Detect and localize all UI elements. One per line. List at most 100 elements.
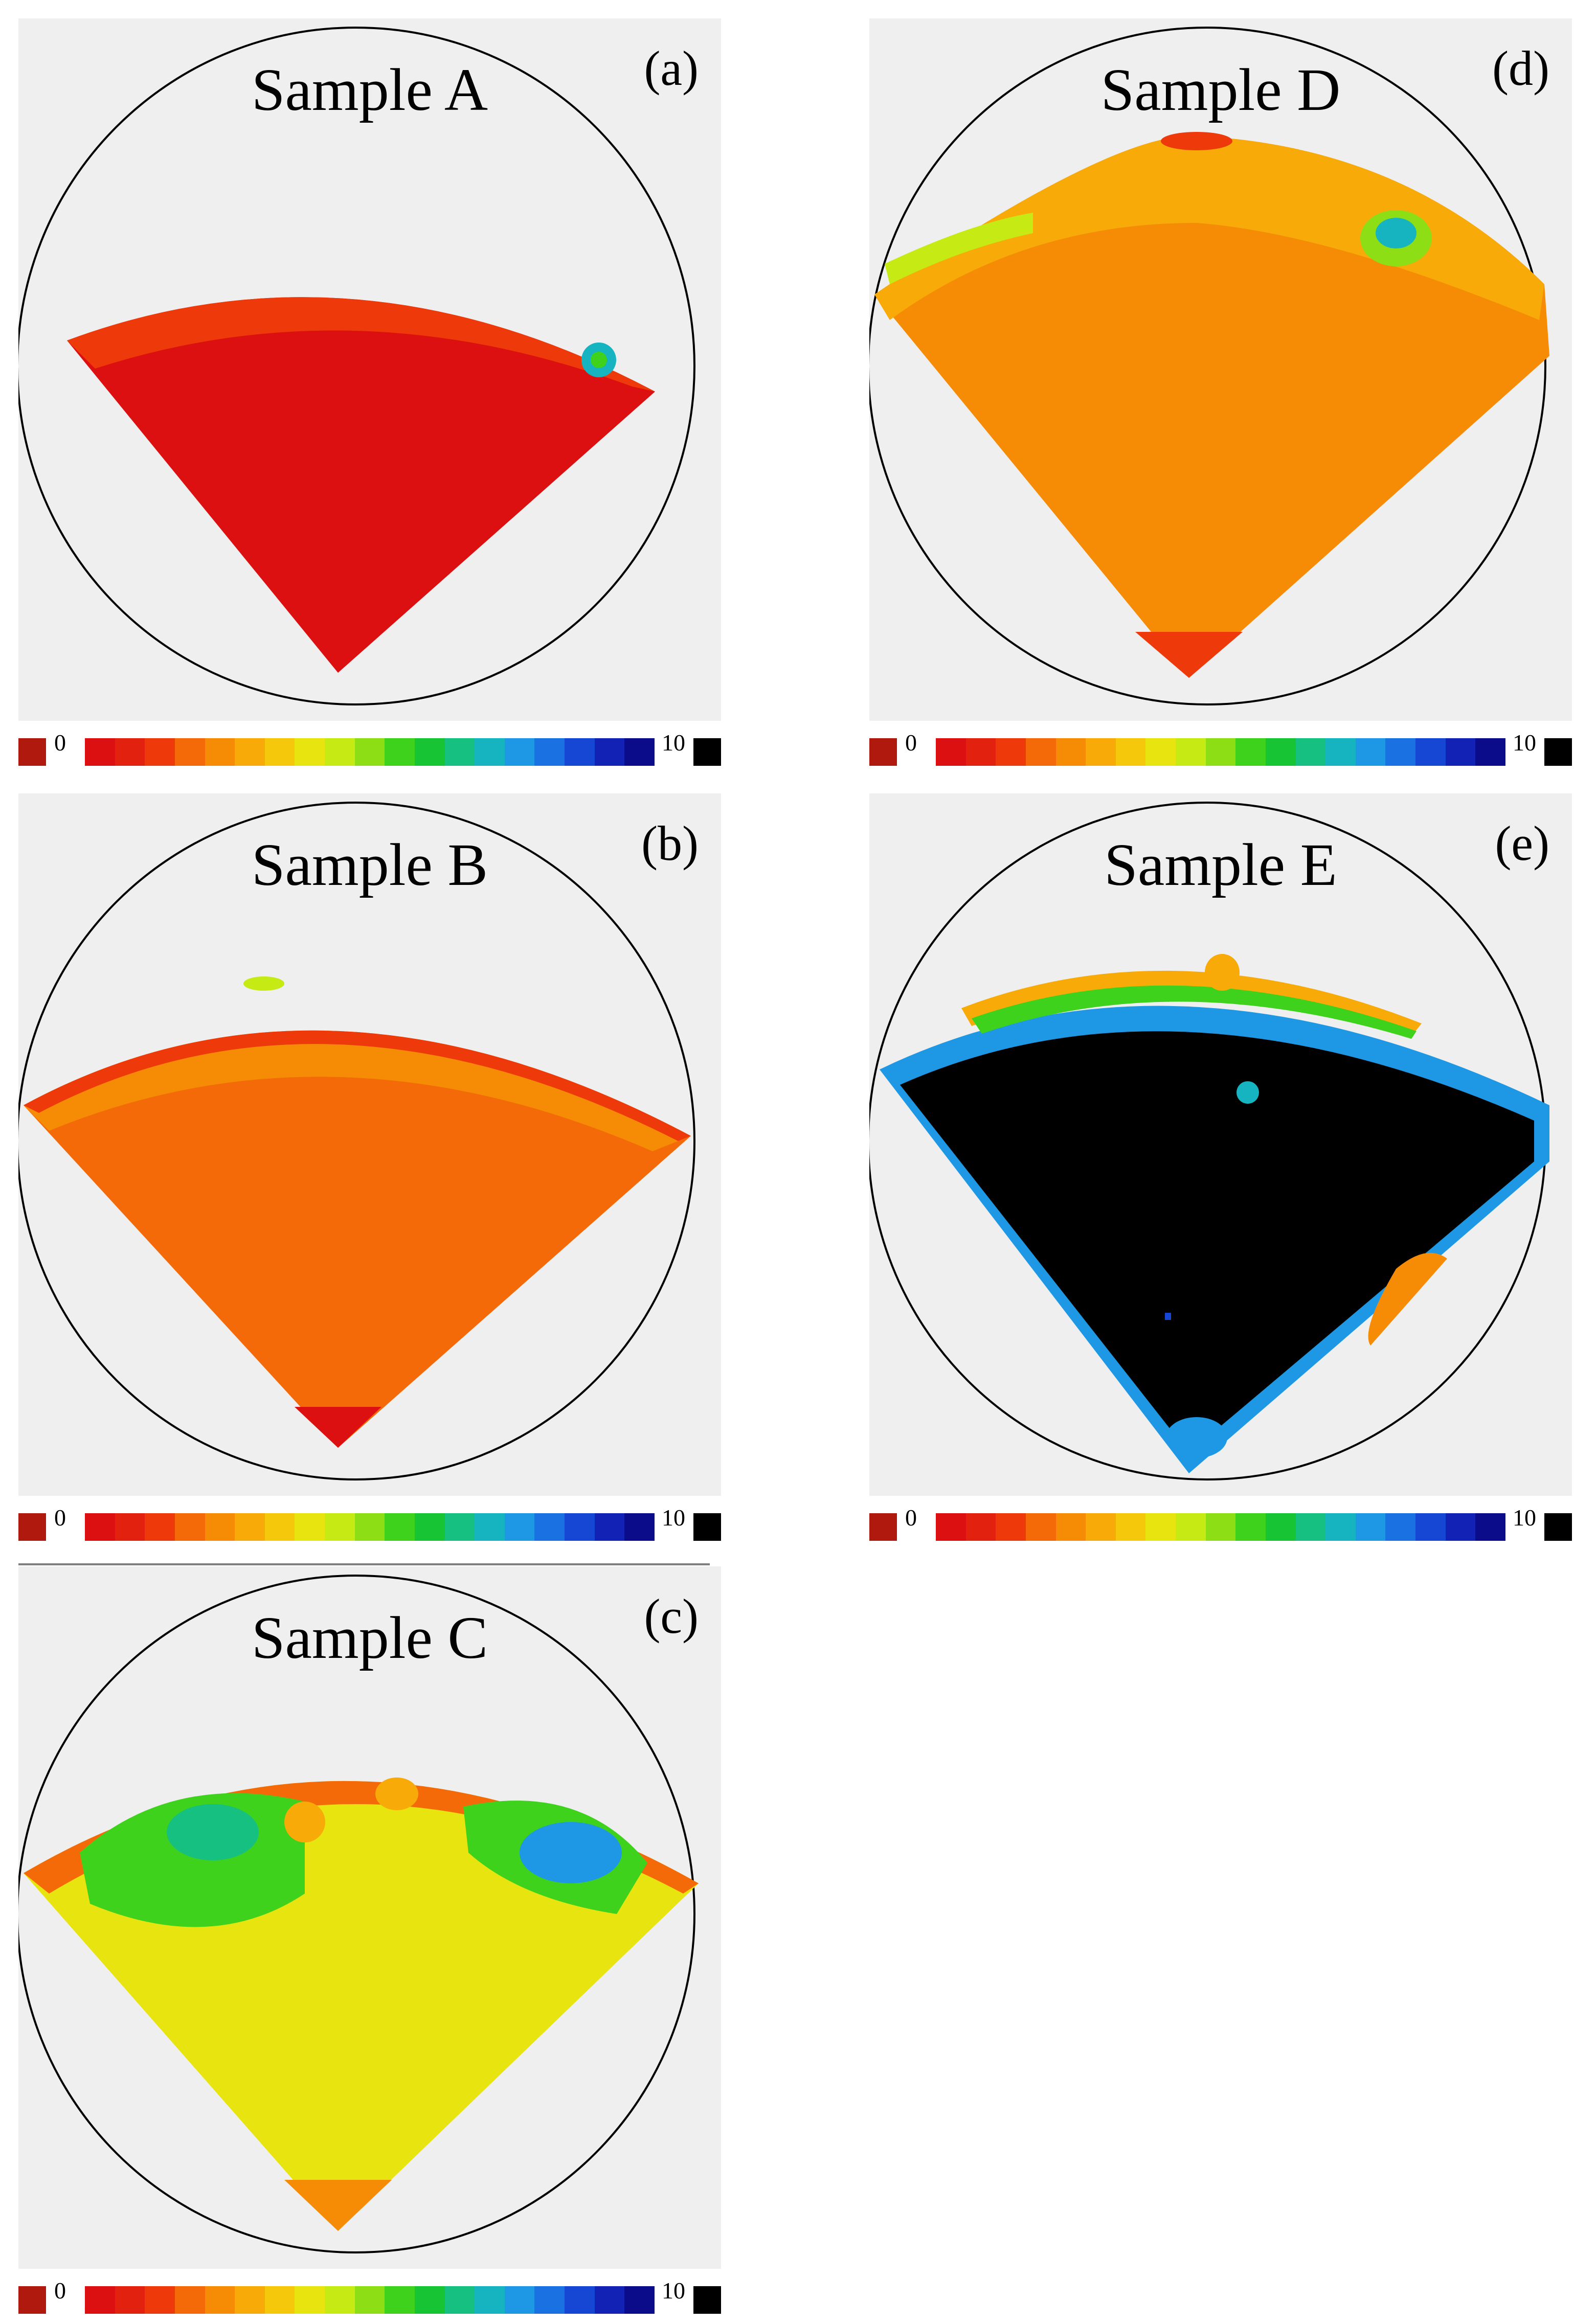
color-scale-min-swatch — [869, 738, 897, 766]
color-scale-cell — [504, 738, 535, 766]
color-scale-cell — [1325, 738, 1356, 766]
panel-title: Sample E — [1104, 831, 1337, 898]
color-scale-cell — [264, 738, 295, 766]
spot-upper-right-core — [1376, 218, 1416, 248]
panel-sample-a: Sample A (a) 0 10 — [18, 18, 721, 776]
color-scale-min-swatch — [869, 1513, 897, 1541]
pole-circle — [18, 27, 695, 705]
color-scale-max-swatch — [693, 738, 721, 766]
rim-top-band — [961, 970, 1422, 1036]
color-scale-cell — [295, 2286, 325, 2314]
sector-bulk — [24, 1030, 691, 1448]
color-scale-max-swatch — [693, 2286, 721, 2314]
color-scale-max-swatch — [1544, 1513, 1572, 1541]
color-scale-cell — [325, 2286, 355, 2314]
color-scale-cell — [1295, 738, 1326, 766]
color-scale-cell — [624, 1513, 655, 1541]
color-scale-cell — [594, 738, 625, 766]
sector-upper-band — [874, 135, 1544, 320]
color-scale-cell — [1415, 1513, 1446, 1541]
color-scale-cell — [295, 1513, 325, 1541]
color-scale-max-swatch — [1544, 738, 1572, 766]
color-scale-cell — [624, 2286, 655, 2314]
color-scale-cell — [235, 1513, 265, 1541]
color-scale-cell — [385, 738, 415, 766]
color-scale-cell — [624, 738, 655, 766]
color-scale-cell — [996, 738, 1026, 766]
color-scale-cell — [504, 1513, 535, 1541]
panel-letter: (e) — [1495, 816, 1549, 871]
spot-top-drip — [1205, 954, 1240, 991]
color-scale-cell — [414, 2286, 445, 2314]
sector-upper-half — [24, 1030, 691, 1151]
color-scale-bar — [936, 738, 1505, 766]
color-scale-cell — [354, 738, 385, 766]
color-scale-cell — [354, 2286, 385, 2314]
sector-rim — [24, 1030, 691, 1141]
pole-figure-sample-e — [869, 793, 1572, 1496]
color-scale-min-swatch — [18, 2286, 46, 2314]
color-scale-cell — [85, 738, 115, 766]
panel-title: Sample D — [1100, 56, 1341, 123]
color-scale: 0 10 — [18, 1504, 721, 1545]
pole-figure-sample-a — [18, 18, 721, 721]
color-scale-cell — [475, 2286, 505, 2314]
spot-bottom-tip — [1166, 1417, 1227, 1458]
color-scale-cell — [325, 1513, 355, 1541]
color-scale-cell — [205, 738, 235, 766]
color-scale-cell — [414, 1513, 445, 1541]
color-scale-cell — [85, 2286, 115, 2314]
color-scale-bar — [85, 1513, 655, 1541]
color-scale-cell — [1086, 738, 1116, 766]
color-scale-cell — [594, 2286, 625, 2314]
color-scale-cell — [115, 2286, 145, 2314]
color-scale-cell — [385, 2286, 415, 2314]
color-scale-cell — [1025, 1513, 1056, 1541]
color-scale-cell — [264, 1513, 295, 1541]
panel-sample-e: Sample E (e) 0 10 — [869, 793, 1572, 1551]
color-scale-cell — [1235, 738, 1266, 766]
color-scale: 0 10 — [869, 729, 1572, 770]
color-scale-cell — [235, 738, 265, 766]
color-scale-cell — [1445, 738, 1476, 766]
spot-center-top — [375, 1778, 418, 1810]
streak-lower-right — [1368, 1252, 1447, 1346]
color-scale-cell — [1086, 1513, 1116, 1541]
color-scale-cell — [475, 738, 505, 766]
color-scale-cell — [1265, 738, 1296, 766]
color-scale-cell — [1025, 738, 1056, 766]
color-scale-cell — [174, 738, 205, 766]
color-scale-max-label: 10 — [1513, 1505, 1536, 1531]
color-scale-min-label: 0 — [54, 2277, 66, 2304]
color-scale-cell — [145, 2286, 175, 2314]
panel-sample-b: Sample B (b) 0 10 — [18, 793, 721, 1551]
sector-bottom-tip — [284, 2180, 392, 2231]
color-scale-cell — [1325, 1513, 1356, 1541]
color-scale-cell — [354, 1513, 385, 1541]
color-scale: 0 10 — [18, 729, 721, 770]
color-scale-cell — [145, 738, 175, 766]
color-scale-cell — [145, 1513, 175, 1541]
color-scale-max-label: 10 — [662, 1505, 685, 1531]
pole-circle — [18, 802, 695, 1480]
color-scale-cell — [594, 1513, 625, 1541]
color-scale-cell — [1415, 738, 1446, 766]
color-scale-cell — [936, 738, 966, 766]
color-scale-cell — [444, 738, 475, 766]
color-scale-cell — [385, 1513, 415, 1541]
color-scale-max-swatch — [693, 1513, 721, 1541]
panel-title: Sample A — [251, 56, 488, 123]
panel-title: Sample C — [251, 1604, 488, 1671]
panel-letter: (d) — [1492, 41, 1549, 96]
sector-bottom-tip — [295, 1407, 381, 1448]
color-scale-cell — [1355, 738, 1386, 766]
panel-letter: (a) — [644, 41, 699, 96]
color-scale-cell — [264, 2286, 295, 2314]
color-scale-cell — [115, 738, 145, 766]
lobe-left-core — [167, 1804, 259, 1860]
color-scale-cell — [115, 1513, 145, 1541]
pole-circle — [869, 27, 1546, 705]
color-scale-cell — [936, 1513, 966, 1541]
color-scale: 0 10 — [869, 1504, 1572, 1545]
color-scale-cell — [1115, 738, 1146, 766]
